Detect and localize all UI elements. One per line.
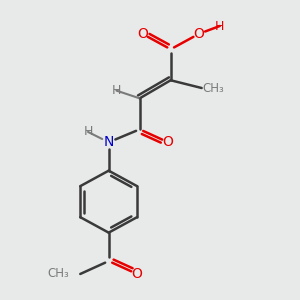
Text: H: H bbox=[83, 125, 93, 138]
Text: O: O bbox=[132, 267, 142, 281]
Text: O: O bbox=[163, 135, 173, 149]
Text: O: O bbox=[137, 27, 148, 41]
Text: O: O bbox=[194, 27, 205, 41]
Text: N: N bbox=[103, 135, 114, 149]
Text: H: H bbox=[215, 20, 224, 32]
Text: CH₃: CH₃ bbox=[47, 268, 69, 281]
Text: H: H bbox=[112, 84, 121, 97]
Text: CH₃: CH₃ bbox=[202, 82, 224, 94]
